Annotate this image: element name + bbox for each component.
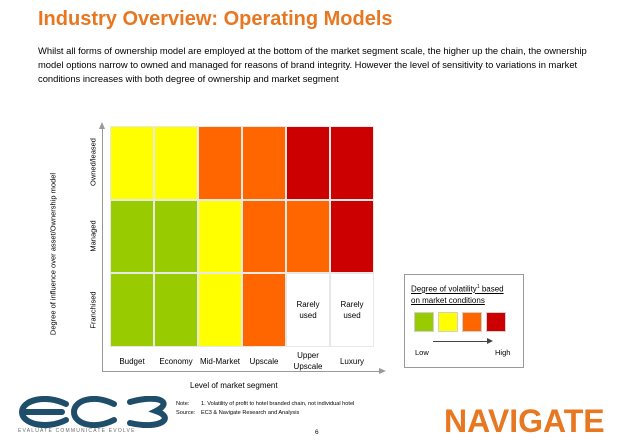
y-axis-line [102, 128, 103, 371]
note-text: 1. Volatility of profit to hotel branded… [201, 401, 355, 407]
legend-swatches [414, 312, 506, 332]
legend-title: Degree of volatility1 based on market co… [411, 282, 504, 306]
matrix-cell [110, 273, 154, 347]
legend-arrow-line [433, 341, 487, 342]
navigate-logo-text: NAVIGATE [444, 403, 605, 438]
column-label-mid-market: Mid-Market [199, 356, 240, 366]
note-key: Note: [176, 401, 190, 407]
legend-swatch [486, 312, 506, 332]
matrix-cell [242, 273, 286, 347]
legend-title-line1: Degree of volatility [411, 284, 477, 294]
volatility-legend: Degree of volatility1 based on market co… [404, 274, 524, 368]
legend-title-suffix: based [479, 284, 504, 294]
matrix-cell [330, 199, 374, 274]
volatility-matrix: Rarely used Rarely used [110, 126, 374, 347]
y-axis-arrow-icon [99, 122, 105, 129]
intro-paragraph: Whilst all forms of ownership model are … [38, 45, 587, 84]
x-axis-arrow-icon [379, 368, 386, 374]
x-axis-label: Level of market segment [190, 381, 278, 390]
matrix-cell [110, 126, 154, 200]
navigate-logo: NAVIGATE [444, 403, 605, 438]
matrix-cell [198, 273, 242, 347]
matrix-cell [198, 126, 242, 200]
matrix-cell [154, 126, 198, 200]
legend-footnote-mark: 1 [476, 284, 480, 290]
page-number: 6 [315, 429, 319, 436]
ec3-logo-mark [18, 396, 168, 428]
matrix-cell [154, 273, 198, 347]
matrix-cell [242, 199, 286, 274]
source-text: EC3 & Navigate Research and Analysis [201, 409, 300, 416]
column-label-upscale: Upscale [249, 356, 279, 366]
source-key: Source: [176, 409, 196, 416]
slide-title: Industry Overview: Operating Models [38, 8, 393, 30]
footnotes: Note: 1. Volatility of profit to hotel b… [176, 400, 354, 417]
column-label-economy: Economy [159, 356, 193, 366]
legend-arrow-icon [487, 338, 493, 344]
legend-title-line2: on market conditions [411, 295, 485, 305]
column-label-luxury: Luxury [339, 356, 364, 366]
legend-swatch [438, 312, 458, 332]
matrix-cell [330, 126, 374, 200]
cell-note: Rarely used [296, 300, 320, 321]
matrix-cell-rarely-used: Rarely used [330, 273, 374, 347]
matrix-cell [286, 126, 330, 200]
x-axis-line [102, 371, 380, 372]
legend-low-label: Low [415, 348, 429, 357]
matrix-cell [110, 199, 154, 274]
row-label-managed: Managed [88, 220, 98, 252]
matrix-cell [154, 199, 198, 274]
ec3-logo [18, 396, 168, 428]
row-label-franchised: Franchised [88, 291, 98, 329]
legend-high-label: High [495, 348, 511, 357]
column-label-upper-upscale: Upper Upscale [293, 351, 323, 371]
matrix-cell [242, 126, 286, 200]
matrix-cell [286, 199, 330, 274]
row-label-owned: Owned/leased [88, 138, 98, 186]
ec3-tagline: EVALUATE COMMUNICATE EVOLVE [18, 428, 136, 434]
legend-swatch [414, 312, 434, 332]
legend-swatch [462, 312, 482, 332]
cell-note: Rarely used [340, 300, 364, 321]
matrix-cell [198, 199, 242, 274]
y-axis-label: Degree of influence over asset/Ownership… [48, 172, 58, 336]
column-label-budget: Budget [119, 356, 145, 366]
matrix-cell-rarely-used: Rarely used [286, 273, 330, 347]
